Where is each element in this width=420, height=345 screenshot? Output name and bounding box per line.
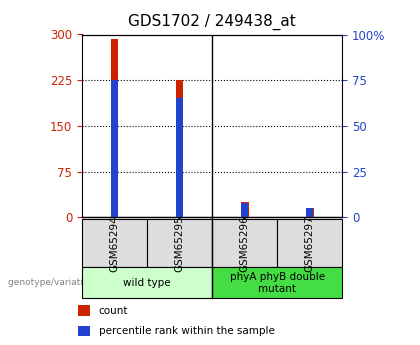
Text: GSM65294: GSM65294 [110,215,119,272]
Bar [176,80,184,217]
Text: genotype/variation ▶: genotype/variation ▶ [8,278,105,287]
Bar [176,98,183,217]
Text: phyA phyB double
mutant: phyA phyB double mutant [230,272,325,294]
Bar [306,208,313,217]
Bar [111,80,118,217]
Bar [241,202,249,217]
Bar [241,203,248,217]
Text: percentile rank within the sample: percentile rank within the sample [99,326,275,336]
Text: count: count [99,306,128,315]
Text: GSM65296: GSM65296 [240,215,249,272]
Bar [306,208,314,217]
Bar [110,39,118,217]
Text: GSM65295: GSM65295 [175,215,184,272]
Text: GSM65297: GSM65297 [305,215,315,272]
Title: GDS1702 / 249438_at: GDS1702 / 249438_at [128,14,296,30]
Text: wild type: wild type [123,278,171,288]
